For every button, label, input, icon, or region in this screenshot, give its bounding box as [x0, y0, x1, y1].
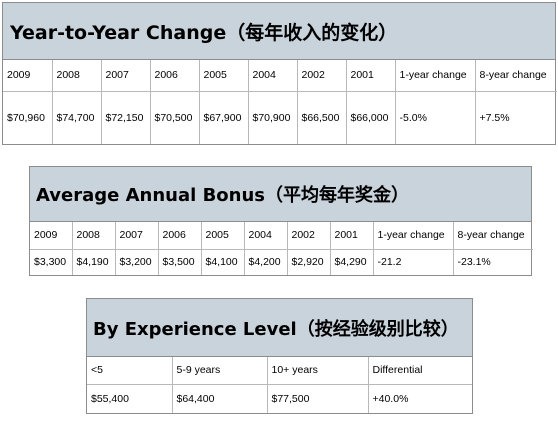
- value-cell: $55,400: [87, 384, 173, 413]
- header-cell: 10+ years: [267, 357, 369, 385]
- value-cell: +40.0%: [372, 392, 409, 405]
- value-cell: $4,100: [201, 249, 245, 275]
- header-cell: 2002: [287, 222, 331, 250]
- header-cell: 8-year change: [453, 222, 533, 250]
- value-cell: $3,500: [158, 249, 202, 275]
- value-cell: $64,400: [172, 384, 268, 413]
- header-cell: 2007: [101, 60, 151, 92]
- average-annual-bonus-table: 2009 2008 2007 2006 2005 2004 2002 2001 …: [30, 222, 533, 275]
- header-cell: 2001: [330, 222, 374, 250]
- header-cell: 2005: [199, 60, 249, 92]
- average-annual-bonus-title: Average Annual Bonus（平均每年奖金）: [30, 167, 531, 222]
- value-cell: $66,000: [346, 91, 396, 144]
- table-row: $3,300 $4,190 $3,200 $3,500 $4,100 $4,20…: [30, 249, 533, 275]
- header-cell: 2004: [244, 222, 288, 250]
- header-cell: 2009: [3, 60, 53, 92]
- header-cell: 2009: [30, 222, 73, 250]
- header-cell: Differential: [368, 357, 472, 385]
- value-cell: $3,200: [115, 249, 159, 275]
- table-row: $70,960 $74,700 $72,150 $70,500 $67,900 …: [3, 91, 557, 144]
- table-header-row: 2009 2008 2007 2006 2005 2004 2002 2001 …: [3, 60, 557, 92]
- header-cell: 1-year change: [373, 222, 454, 250]
- value-cell: $66,500: [297, 91, 347, 144]
- value-cell: $3,300: [30, 249, 73, 275]
- value-cell: $70,500: [150, 91, 200, 144]
- value-cell: $67,900: [199, 91, 249, 144]
- header-cell: 2002: [297, 60, 347, 92]
- header-cell: <5: [87, 357, 173, 385]
- experience-level-panel: By Experience Level（按经验级别比较） <5 5-9 year…: [86, 298, 473, 414]
- value-cell: $77,500: [267, 384, 369, 413]
- value-cell: $70,900: [248, 91, 298, 144]
- value-cell: $4,290: [330, 249, 374, 275]
- header-cell: 1-year change: [395, 60, 476, 92]
- value-cell: -21.2: [373, 249, 454, 275]
- header-cell: 2007: [115, 222, 159, 250]
- value-cell: $70,960: [3, 91, 53, 144]
- table-row: $55,400 $64,400 $77,500 +40.0%: [87, 384, 472, 413]
- header-cell: 5-9 years: [172, 357, 268, 385]
- value-cell: -23.1%: [457, 256, 491, 269]
- value-cell: $4,190: [72, 249, 116, 275]
- header-cell: 2006: [150, 60, 200, 92]
- value-cell: $4,200: [244, 249, 288, 275]
- value-cell: +7.5%: [479, 111, 510, 124]
- header-cell: 2006: [158, 222, 202, 250]
- value-cell: $72,150: [101, 91, 151, 144]
- header-cell: 2008: [52, 60, 102, 92]
- average-annual-bonus-panel: Average Annual Bonus（平均每年奖金） 2009 2008 2…: [29, 166, 533, 276]
- header-cell: 2005: [201, 222, 245, 250]
- year-to-year-change-panel: Year-to-Year Change（每年收入的变化） 2009 2008 2…: [2, 2, 557, 145]
- header-cell: 8-year change: [475, 60, 557, 92]
- table-header-row: <5 5-9 years 10+ years Differential: [87, 357, 472, 385]
- experience-level-table: <5 5-9 years 10+ years Differential $55,…: [87, 357, 472, 413]
- year-to-year-change-table: 2009 2008 2007 2006 2005 2004 2002 2001 …: [3, 60, 557, 144]
- header-cell: 2008: [72, 222, 116, 250]
- table-header-row: 2009 2008 2007 2006 2005 2004 2002 2001 …: [30, 222, 533, 250]
- experience-level-title: By Experience Level（按经验级别比较）: [87, 299, 472, 357]
- value-cell: $2,920: [287, 249, 331, 275]
- year-to-year-change-title: Year-to-Year Change（每年收入的变化）: [3, 3, 555, 60]
- value-cell: $74,700: [52, 91, 102, 144]
- value-cell: -5.0%: [395, 91, 476, 144]
- header-cell: 2004: [248, 60, 298, 92]
- header-cell: 2001: [346, 60, 396, 92]
